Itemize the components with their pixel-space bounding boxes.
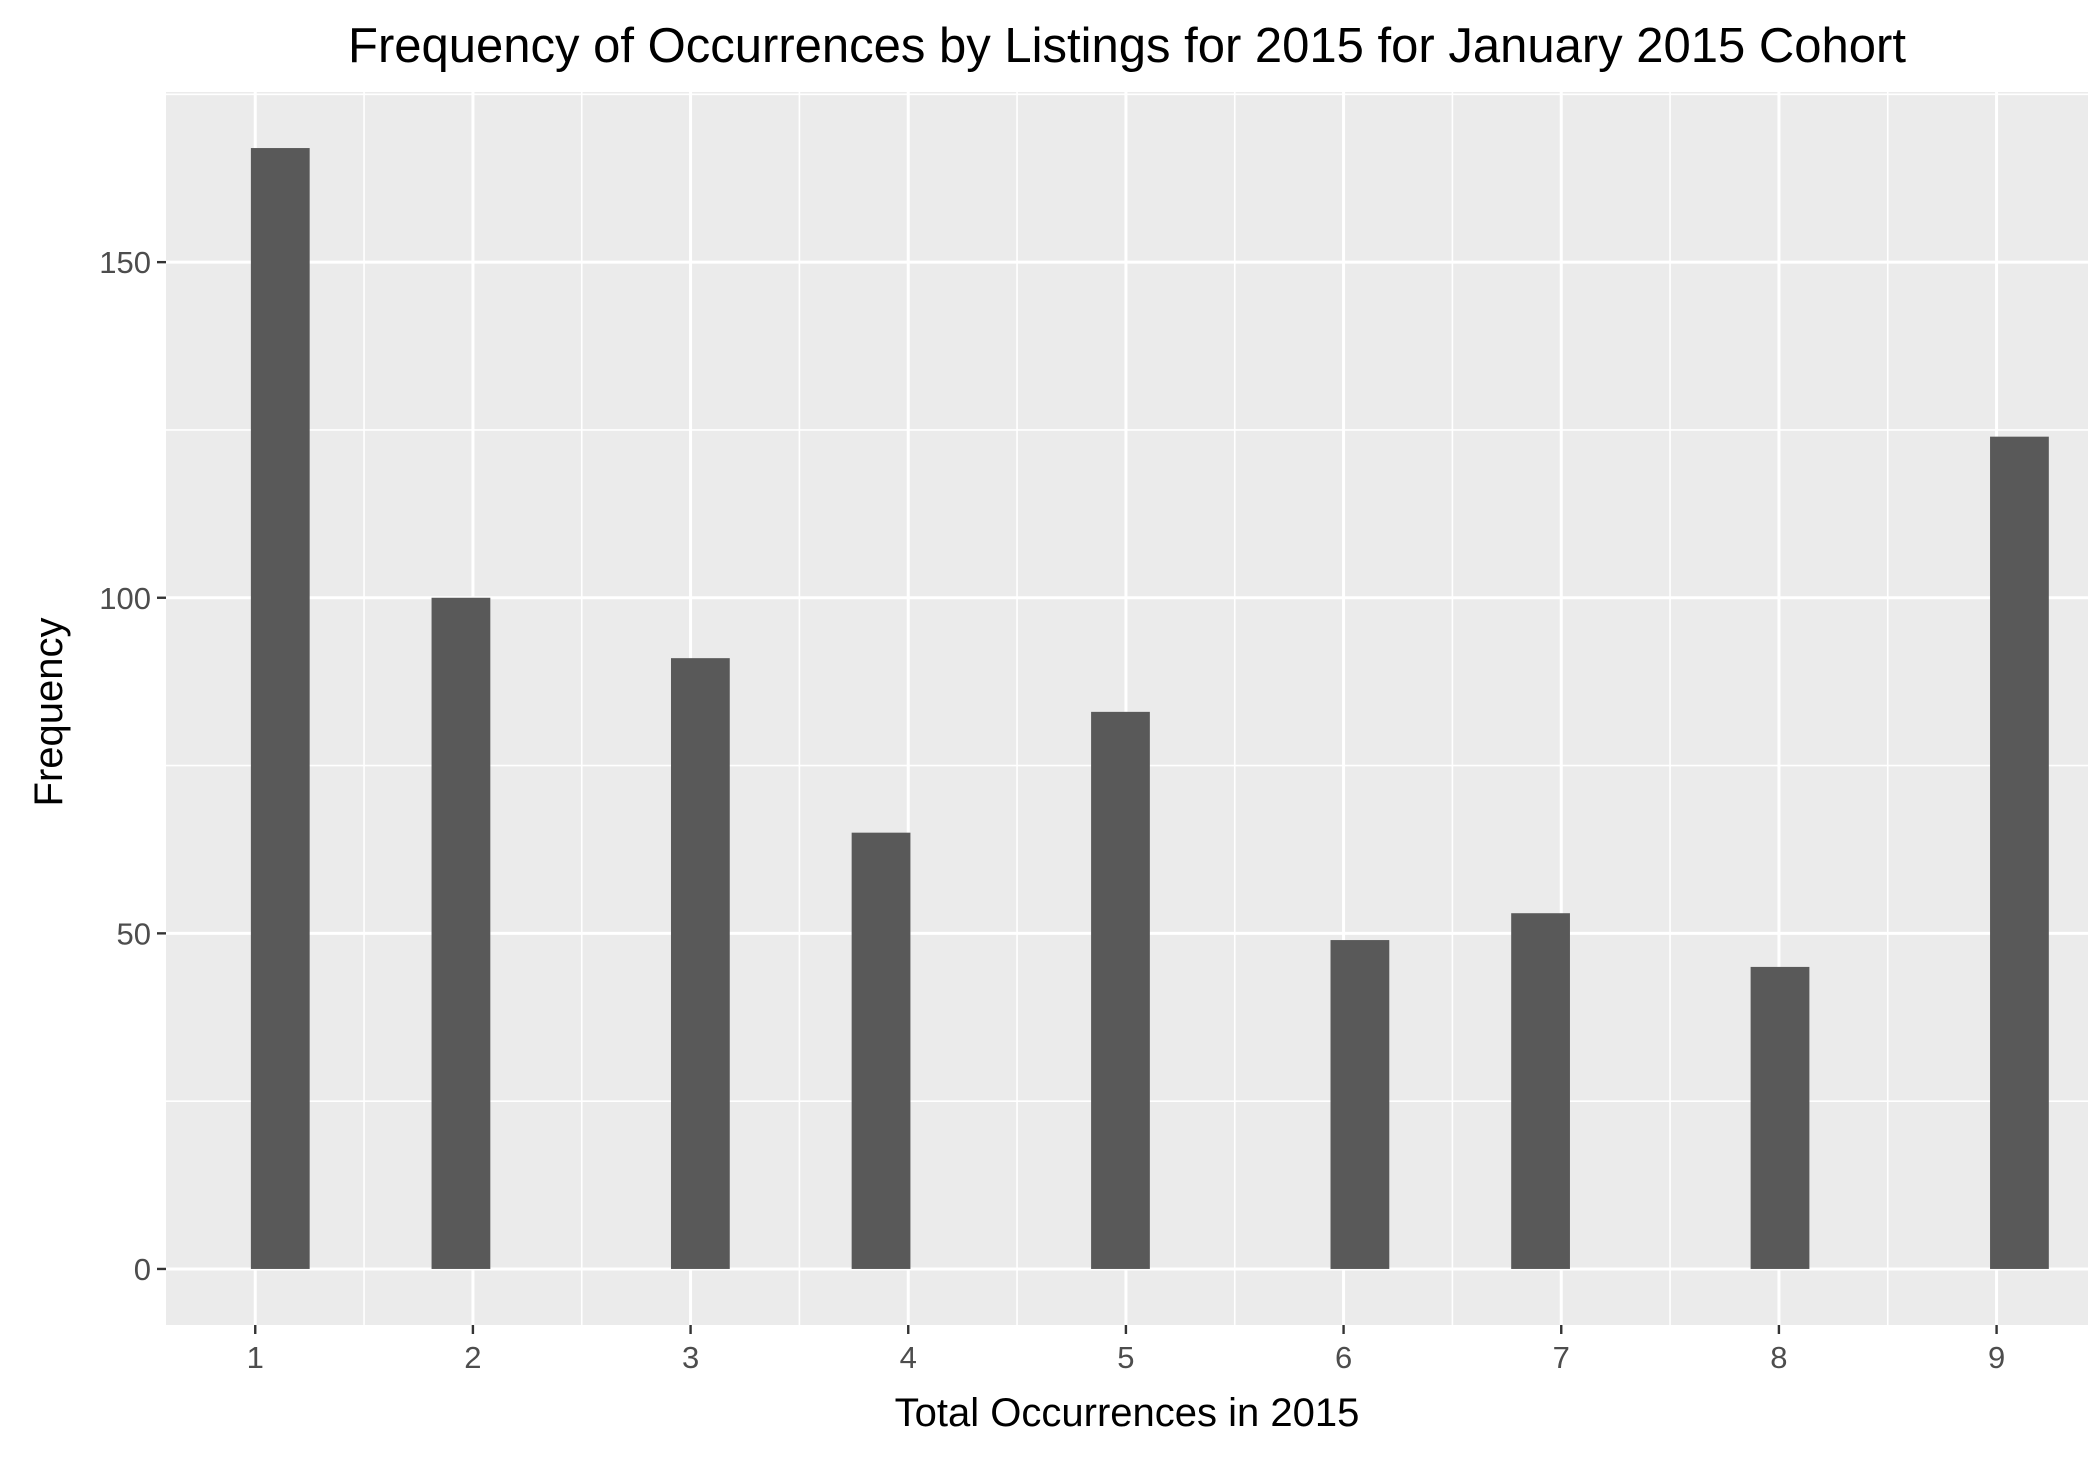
y-tick-label: 150 (99, 245, 151, 280)
x-tick-label: 1 (247, 1340, 264, 1375)
x-tick-label: 8 (1770, 1340, 1787, 1375)
bar-8 (1750, 966, 1810, 1269)
bar-9 (1990, 436, 2049, 1269)
bar-4 (851, 832, 911, 1269)
bar-2 (431, 597, 491, 1269)
bar-5 (1091, 711, 1150, 1269)
bar-1 (250, 148, 310, 1269)
y-tick-label: 0 (134, 1252, 151, 1287)
bar-series (250, 148, 2049, 1269)
y-tick-label: 50 (117, 916, 151, 951)
x-axis-title: Total Occurrences in 2015 (895, 1391, 1360, 1435)
y-axis: 0 50 100 150 (99, 245, 166, 1287)
x-tick-label: 5 (1117, 1340, 1134, 1375)
bar-7 (1511, 913, 1570, 1269)
x-tick-label: 4 (900, 1340, 917, 1375)
y-axis-title: Frequency (27, 618, 71, 807)
bar-3 (670, 658, 730, 1269)
x-tick-label: 7 (1553, 1340, 1570, 1375)
x-tick-label: 2 (464, 1340, 481, 1375)
y-tick-label: 100 (99, 581, 151, 616)
x-tick-label: 6 (1335, 1340, 1352, 1375)
x-tick-label: 9 (1988, 1340, 2005, 1375)
x-axis: 1 2 3 4 5 6 7 8 9 (247, 1325, 2005, 1375)
chart-title: Frequency of Occurrences by Listings for… (348, 19, 1906, 73)
x-tick-label: 3 (682, 1340, 699, 1375)
bar-6 (1330, 940, 1390, 1269)
